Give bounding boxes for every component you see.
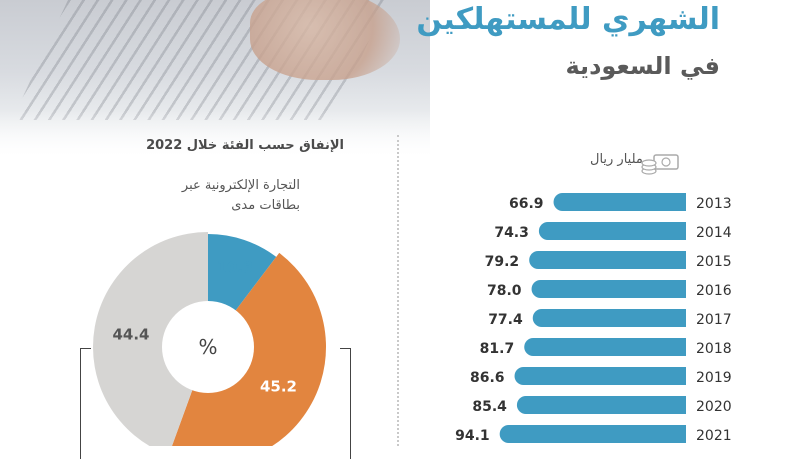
bar-end-2014 <box>676 222 686 240</box>
bar-end-2015 <box>676 251 686 269</box>
bar-value-label: 79.2 <box>485 254 520 270</box>
year-label: 2014 <box>696 225 732 241</box>
pie-slice-label: 45.2 <box>260 377 297 395</box>
year-label: 2020 <box>696 399 732 415</box>
bar-2013 <box>553 193 686 211</box>
pie-slice-label: 10.3 <box>216 259 253 277</box>
bar-value-label: 94.1 <box>455 428 490 444</box>
year-label: 2021 <box>696 428 732 444</box>
bar-value-label: 77.4 <box>488 312 523 328</box>
bar-end-2021 <box>676 425 686 443</box>
bar-2015 <box>529 251 686 269</box>
donut-center-label: % <box>198 335 217 359</box>
bar-value-label: 66.9 <box>509 196 544 212</box>
charts-canvas: 66.9 2013 74.3 2014 79.2 2015 78.0 2016 77.4 2017… <box>93 193 732 446</box>
unit-label: مليار ريال <box>590 152 643 167</box>
pie-slice-2 <box>93 232 208 446</box>
bar-end-2019 <box>676 367 686 385</box>
bar-end-2017 <box>676 309 686 327</box>
pie-slice-label: 44.4 <box>112 325 149 343</box>
section-divider <box>397 135 399 446</box>
bar-2019 <box>514 367 686 385</box>
bar-2014 <box>538 222 686 240</box>
bar-2020 <box>516 396 686 414</box>
bar-2018 <box>524 338 686 356</box>
year-label: 2015 <box>696 254 732 270</box>
hero-image <box>0 0 430 160</box>
year-label: 2013 <box>696 196 732 212</box>
bar-end-2016 <box>676 280 686 298</box>
bar-2016 <box>531 280 686 298</box>
page-subtitle: في السعودية <box>565 52 721 80</box>
year-label: 2019 <box>696 370 732 386</box>
hand-with-card-image <box>250 0 400 80</box>
bracket-left <box>80 348 91 459</box>
bar-end-2013 <box>676 193 686 211</box>
year-label: 2016 <box>696 283 732 299</box>
bracket-right <box>340 348 351 459</box>
bar-2021 <box>499 425 686 443</box>
pie-chart-title: الإنفاق حسب الفئة خلال 2022 <box>146 138 344 153</box>
bar-value-label: 78.0 <box>487 283 522 299</box>
bar-end-2018 <box>676 338 686 356</box>
bar-value-label: 74.3 <box>494 225 529 241</box>
bar-value-label: 86.6 <box>470 370 505 386</box>
year-label: 2018 <box>696 341 732 357</box>
page-title: الشهري للمستهلكين <box>416 2 720 37</box>
money-icon <box>641 154 679 175</box>
bar-2017 <box>532 309 686 327</box>
pie-slice-caption: التجارة الإلكترونية عبر بطاقات مدى <box>181 178 300 213</box>
bar-end-2020 <box>676 396 686 414</box>
donut-hole <box>162 301 254 393</box>
year-label: 2017 <box>696 312 732 328</box>
bar-value-label: 85.4 <box>472 399 507 415</box>
bar-value-label: 81.7 <box>480 341 515 357</box>
